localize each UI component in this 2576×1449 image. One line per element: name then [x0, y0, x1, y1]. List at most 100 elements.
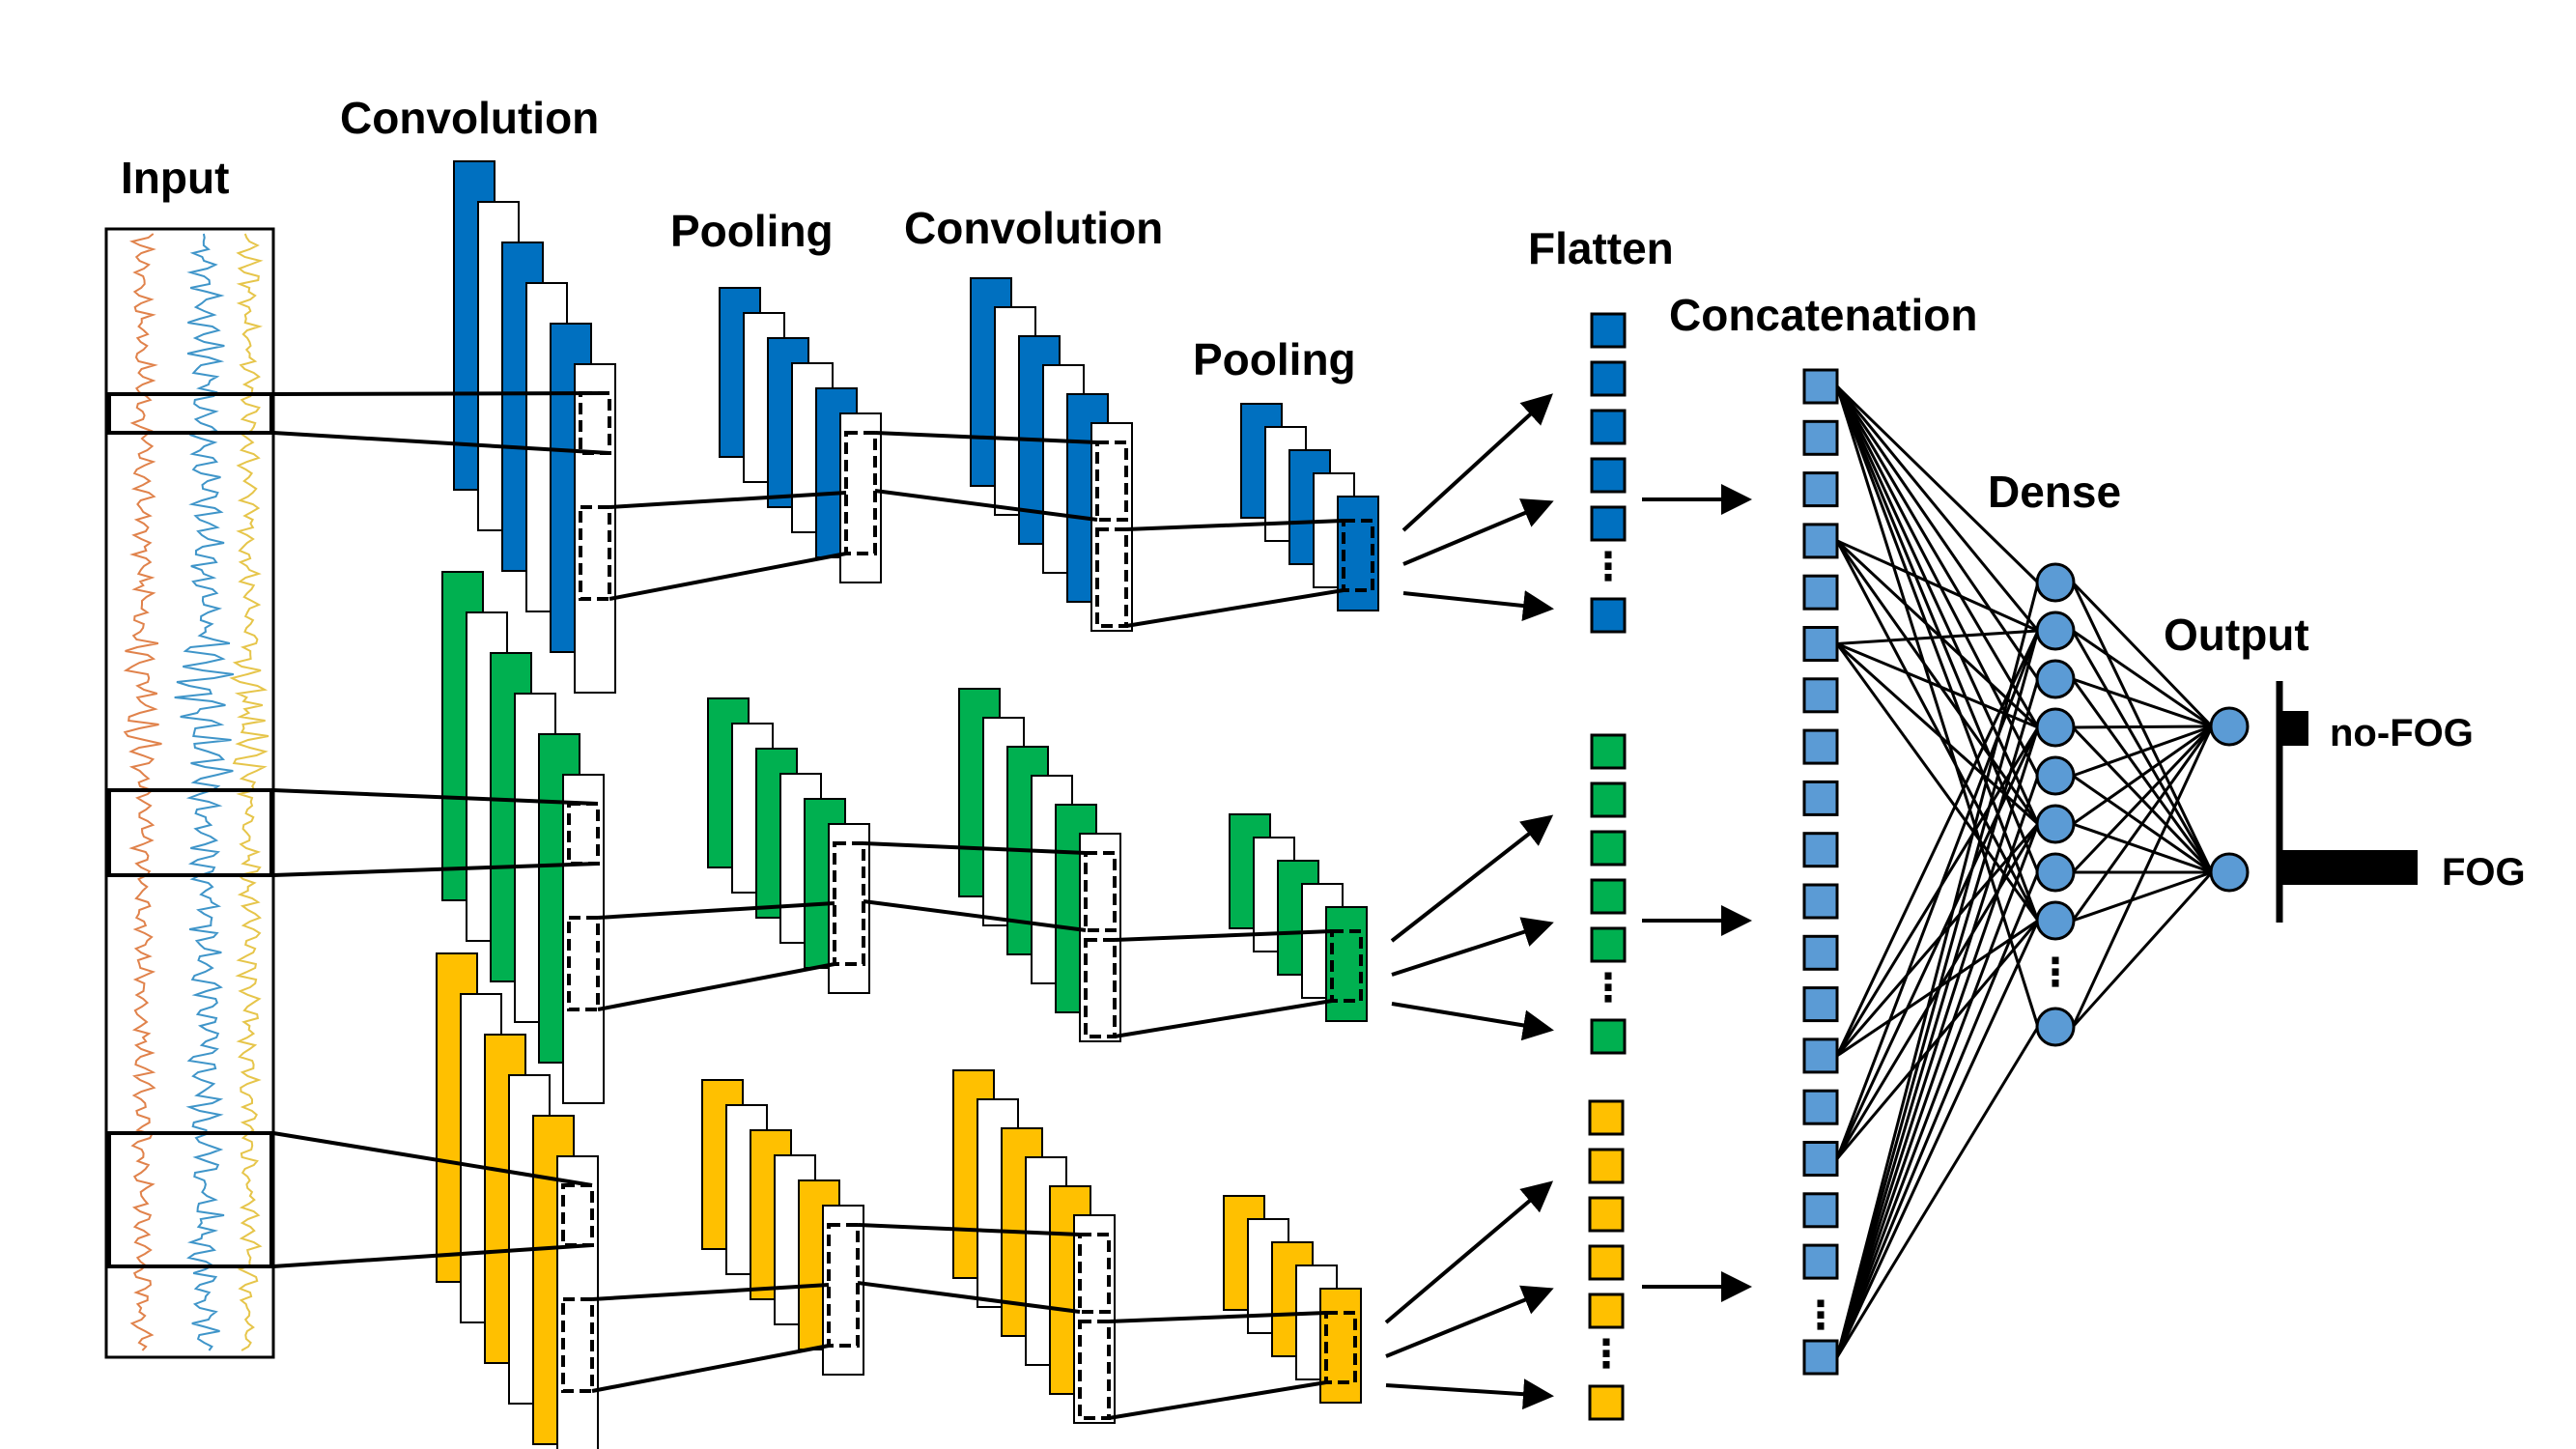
branch-1-conv1-window-b — [579, 505, 611, 601]
edge-dense-output — [2071, 724, 2214, 874]
output-label-fog: FOG — [2442, 851, 2526, 894]
branch-2-conv2-window-a — [1084, 851, 1117, 932]
edge-concat-dense — [1835, 775, 2040, 1358]
concat-unit-14 — [1802, 1037, 1839, 1074]
dense-node-5 — [2035, 755, 2076, 796]
branch-1-link-c2p2-bottom — [1125, 588, 1345, 628]
dense-node-1 — [2035, 562, 2076, 603]
branch-1-link-p1c2-top — [874, 431, 1098, 444]
branch-3-flatten-unit-1 — [1588, 1099, 1625, 1136]
label-convolution-1: Convolution — [340, 93, 599, 143]
branch-1-link-p1c2-bottom — [874, 489, 1098, 522]
edge-concat-dense — [1835, 726, 2040, 1358]
edge-concat-dense — [1835, 920, 2040, 1358]
branch-2-link-c2p2-bottom — [1114, 999, 1333, 1038]
branch-2-link-c1p1-top — [597, 901, 835, 920]
branch-3-conv2-window-b — [1078, 1320, 1111, 1420]
concat-unit-9 — [1802, 780, 1839, 816]
edge-concat-dense — [1835, 540, 2040, 922]
edge-concat-dense — [1836, 919, 2039, 1058]
branch-1-pool1-window — [844, 431, 877, 555]
concat-unit-3 — [1802, 471, 1839, 508]
dense-node-4 — [2035, 707, 2076, 748]
dense-node-9 — [2035, 1007, 2076, 1047]
dense-node-6 — [2035, 804, 2076, 844]
branch-3-link-c2p2-top — [1108, 1311, 1327, 1323]
input-window-3 — [107, 1131, 273, 1268]
edge-concat-dense — [1835, 823, 2040, 1358]
branch-1-conv1-window-a — [579, 391, 611, 455]
branch-3-conv1-window-b — [561, 1297, 594, 1393]
edge-concat-dense — [1835, 385, 2040, 873]
label-output: Output — [2164, 610, 2309, 660]
branch-3-link-in-top — [272, 1131, 593, 1187]
branch-3-conv1-window-a — [561, 1183, 594, 1247]
input-window-2 — [107, 788, 273, 877]
branch-2-arrow-mid — [1391, 917, 1554, 977]
branch-2-flatten-unit-1 — [1590, 733, 1627, 770]
branch-3-conv2-window-a — [1078, 1233, 1111, 1314]
branch-3-flatten-ellipsis: ⋮ — [1587, 1333, 1626, 1376]
branch-3-link-in-bottom — [272, 1243, 593, 1268]
branch-2-arrow-down — [1391, 1002, 1554, 1041]
branch-3-link-p1c2-bottom — [857, 1281, 1081, 1314]
branch-2-flatten-unit-5 — [1590, 926, 1627, 963]
branch-3-pool2-window — [1324, 1311, 1357, 1384]
branch-2-conv2-window-b — [1084, 938, 1117, 1038]
edge-concat-dense — [1835, 582, 2040, 1358]
branch-2-arrow-up — [1390, 814, 1554, 943]
output-chart: no-FOG FOG — [2276, 681, 2526, 923]
edge-dense-output — [2072, 724, 2213, 778]
branch-2-flatten-unit-4 — [1590, 878, 1627, 915]
edge-dense-output — [2072, 870, 2213, 923]
edge-concat-dense — [1835, 385, 2040, 728]
dense-ellipsis: ⋮ — [2036, 952, 2075, 994]
input-window-1 — [107, 392, 273, 435]
concat-unit-15 — [1802, 1089, 1839, 1125]
concat-ellipsis: ⋮ — [1801, 1294, 1840, 1337]
branch-2-flatten-unit-2 — [1590, 781, 1627, 818]
branch-2-pool1-window — [833, 841, 865, 966]
edge-concat-dense — [1835, 385, 2040, 825]
branch-1-arrow-down — [1402, 590, 1554, 621]
label-concatenation: Concatenation — [1669, 290, 1977, 340]
dense-node-8 — [2035, 900, 2076, 941]
branch-1-link-in-bottom — [272, 431, 610, 455]
edge-dense-output — [2072, 724, 2213, 826]
concatenation-layer: ⋮ — [1801, 368, 1840, 1376]
branch-2-flatten: ⋮ — [1589, 733, 1628, 1055]
edge-dense-output — [2071, 725, 2214, 1028]
input-signal-panel — [104, 227, 275, 1359]
concat-unit-5 — [1802, 574, 1839, 611]
edge-concat-dense — [1835, 678, 2040, 1358]
branch-2-flatten-unit-last — [1590, 1018, 1627, 1055]
branch-1-flatten-unit-last — [1590, 597, 1627, 634]
branch-3-link-c1p1-top — [591, 1283, 830, 1301]
edge-concat-dense — [1835, 630, 2040, 1358]
concat-unit-11 — [1802, 883, 1839, 920]
output-label-no-fog: no-FOG — [2330, 712, 2474, 754]
branch-1: ⋮ — [272, 160, 1752, 694]
branch-3-pool1-window — [827, 1223, 860, 1348]
label-dense: Dense — [1988, 467, 2121, 517]
branch-1-conv2-window-a — [1095, 440, 1128, 522]
edge-dense-output — [2072, 822, 2213, 874]
concat-unit-4 — [1802, 523, 1839, 559]
label-pooling-1: Pooling — [670, 206, 834, 256]
branch-1-flatten: ⋮ — [1589, 312, 1628, 634]
edge-dense-output — [2071, 581, 2214, 728]
branch-3-arrow-mid — [1385, 1285, 1554, 1358]
branch-1-link-c1p1-top — [609, 491, 847, 509]
branch-3-link-p1c2-top — [857, 1223, 1081, 1236]
dense-node-7 — [2035, 852, 2076, 893]
concat-unit-6 — [1802, 626, 1839, 662]
edge-concat-dense — [1835, 385, 2040, 680]
branch-2-link-c2p2-top — [1114, 929, 1333, 942]
branch-3: ⋮ — [272, 952, 1752, 1449]
dense-network: ⋮ — [1835, 384, 2250, 1358]
edge-concat-dense — [1835, 385, 2040, 1028]
edge-concat-dense — [1835, 385, 2040, 632]
output-bar-no-fog — [2282, 711, 2308, 746]
edge-dense-output — [2071, 870, 2214, 1029]
